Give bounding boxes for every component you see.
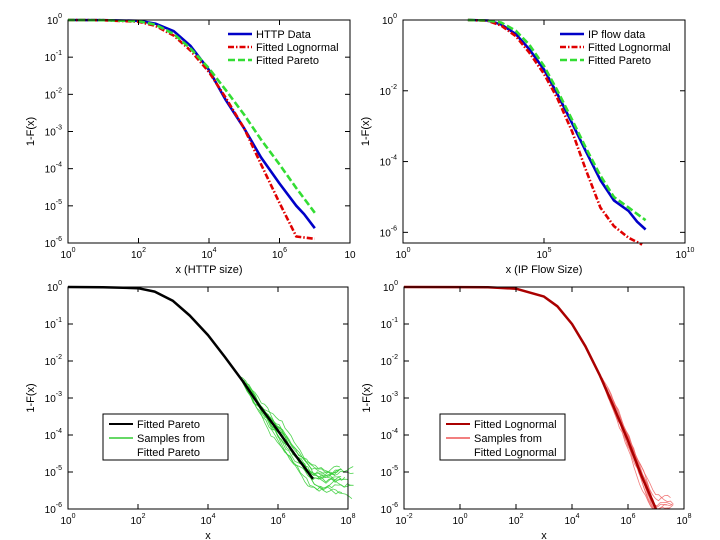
chart-ip-flow-size: 100 105 1010 100 10-2 10-4 10-6 x (IP Flow Size… bbox=[360, 13, 695, 276]
x-tick-label: 104 bbox=[564, 513, 579, 527]
legend-label: Fitted Lognormal bbox=[588, 42, 671, 54]
y-tick-label: 10-6 bbox=[45, 502, 62, 516]
x-axis-label: x (IP Flow Size) bbox=[506, 264, 583, 276]
x-tick-label: 10 bbox=[344, 250, 356, 261]
x-tick-label: 106 bbox=[272, 247, 287, 261]
y-tick-label: 10-2 bbox=[380, 84, 397, 98]
x-tick-label: 106 bbox=[270, 513, 285, 527]
y-tick-label: 10-6 bbox=[45, 236, 62, 250]
y-tick-label: 10-5 bbox=[381, 465, 398, 479]
legend-label: Samples from bbox=[137, 433, 205, 445]
legend-label: Fitted Lognormal bbox=[474, 447, 557, 459]
legend: Fitted Pareto Samples from Fitted Pareto bbox=[102, 413, 229, 461]
legend-box bbox=[102, 413, 229, 461]
y-tick-label: 10-3 bbox=[45, 125, 62, 139]
plot-area bbox=[404, 287, 684, 509]
y-axis-label: 1-F(x) bbox=[360, 117, 372, 146]
x-tick-label: 106 bbox=[620, 513, 635, 527]
legend-label: Fitted Pareto bbox=[256, 55, 319, 67]
x-tick-label: 102 bbox=[130, 513, 145, 527]
y-tick-label: 10-6 bbox=[380, 225, 397, 239]
y-tick-label: 10-1 bbox=[45, 50, 62, 64]
y-tick-label: 10-3 bbox=[45, 391, 62, 405]
legend-label: Samples from bbox=[474, 433, 542, 445]
plot-area bbox=[68, 287, 348, 509]
x-tick-label: 100 bbox=[60, 247, 75, 261]
y-axis-label: 1-F(x) bbox=[361, 383, 373, 412]
y-tick-label: 100 bbox=[382, 13, 397, 27]
legend-label: Fitted Pareto bbox=[588, 55, 651, 67]
y-tick-label: 10-4 bbox=[45, 428, 62, 442]
y-tick-label: 100 bbox=[383, 280, 398, 294]
x-axis-label: x bbox=[205, 530, 211, 540]
y-tick-label: 100 bbox=[47, 13, 62, 27]
y-tick-label: 10-4 bbox=[381, 428, 398, 442]
x-tick-label: 1010 bbox=[676, 247, 695, 261]
legend: Fitted Lognormal Samples from Fitted Logno… bbox=[439, 413, 566, 461]
y-axis-label: 1-F(x) bbox=[25, 117, 37, 146]
legend-label: Fitted Lognormal bbox=[474, 419, 557, 431]
y-tick-label: 10-5 bbox=[45, 199, 62, 213]
y-tick-label: 10-6 bbox=[381, 502, 398, 516]
x-axis-label: x bbox=[541, 530, 547, 540]
y-tick-label: 10-5 bbox=[45, 465, 62, 479]
x-tick-label: 100 bbox=[452, 513, 467, 527]
plot-area bbox=[403, 20, 685, 243]
legend-box bbox=[439, 413, 566, 461]
y-tick-label: 100 bbox=[47, 280, 62, 294]
x-tick-label: 10-2 bbox=[395, 513, 412, 527]
x-tick-label: 102 bbox=[508, 513, 523, 527]
chart-lognormal-samples: 10-2 100 102 104 106 108 100 10-1 10-2 10-3 10-4 10… bbox=[361, 280, 692, 540]
series-line-fitted-pareto bbox=[467, 18, 647, 222]
x-tick-label: 104 bbox=[200, 513, 215, 527]
y-tick-label: 10-1 bbox=[45, 317, 62, 331]
x-axis-label: x (HTTP size) bbox=[175, 264, 242, 276]
y-tick-label: 10-4 bbox=[45, 162, 62, 176]
x-tick-label: 108 bbox=[340, 513, 355, 527]
chart-pareto-samples: 100 102 104 106 108 100 10-1 10-2 10-3 10-4 10-5 10… bbox=[25, 280, 356, 540]
y-tick-label: 10-2 bbox=[381, 354, 398, 368]
legend-label: Fitted Pareto bbox=[137, 419, 200, 431]
y-tick-label: 10-3 bbox=[381, 391, 398, 405]
y-tick-label: 10-4 bbox=[380, 155, 397, 169]
y-tick-label: 10-1 bbox=[381, 317, 398, 331]
x-tick-label: 105 bbox=[536, 247, 551, 261]
x-tick-label: 104 bbox=[201, 247, 216, 261]
y-tick-label: 10-2 bbox=[45, 354, 62, 368]
plot-area bbox=[68, 20, 350, 243]
chart-http-size: 100 102 104 106 10 100 10-1 10-2 10-3 10-4 10-5 10-… bbox=[25, 13, 356, 276]
series-line-fitted-lognormal bbox=[467, 18, 643, 246]
x-tick-label: 102 bbox=[131, 247, 146, 261]
legend-label: IP flow data bbox=[588, 29, 646, 41]
y-tick-label: 10-2 bbox=[45, 87, 62, 101]
legend-label: Fitted Pareto bbox=[137, 447, 200, 459]
legend-label: Fitted Lognormal bbox=[256, 42, 339, 54]
legend-label: HTTP Data bbox=[256, 29, 312, 41]
x-tick-label: 108 bbox=[676, 513, 691, 527]
x-tick-label: 100 bbox=[60, 513, 75, 527]
x-tick-label: 100 bbox=[395, 247, 410, 261]
y-axis-label: 1-F(x) bbox=[25, 383, 37, 412]
